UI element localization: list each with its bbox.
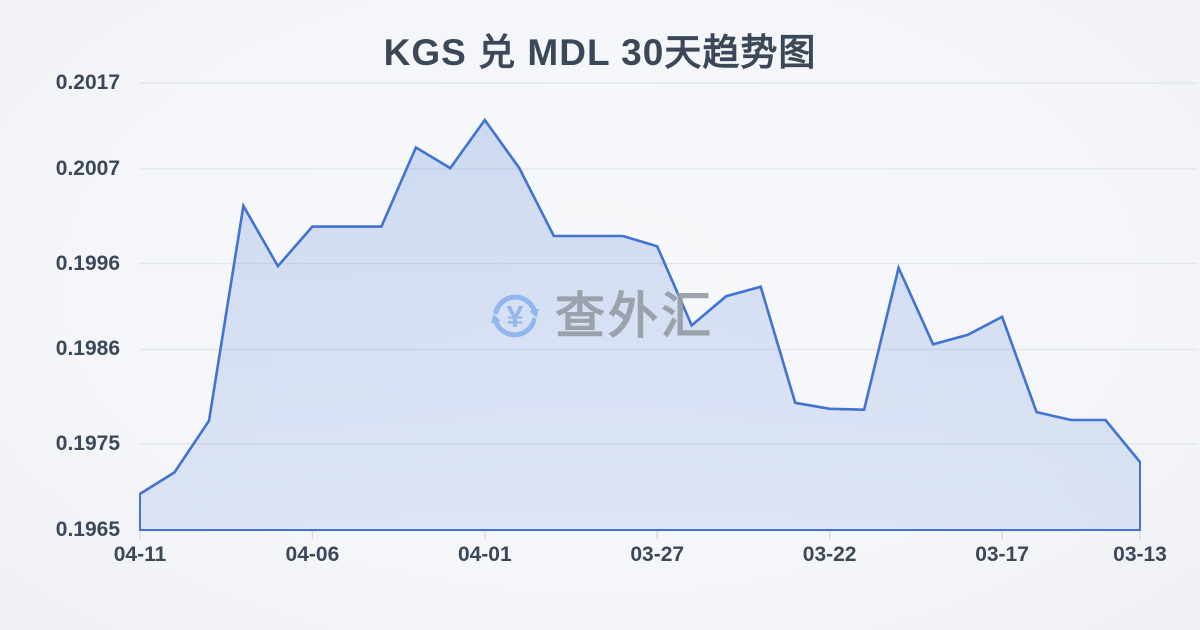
chart-title: KGS 兑 MDL 30天趋势图 [383, 32, 817, 73]
area-fill [139, 118, 1141, 531]
trend-line [139, 117, 1142, 496]
y-axis-label: 0.1965 [55, 518, 120, 541]
x-axis-label: 04-06 [285, 543, 340, 566]
x-axis-label: 03-27 [630, 543, 685, 566]
x-axis-label: 03-13 [1113, 543, 1167, 566]
y-axis-label: 0.1975 [55, 432, 120, 456]
y-axis-label: 0.2017 [55, 71, 120, 94]
x-axis-label: 04-11 [113, 543, 167, 566]
y-axis-label: 0.1996 [55, 251, 120, 275]
y-axis-label: 0.2007 [55, 156, 120, 180]
y-axis-label: 0.1986 [55, 337, 120, 361]
x-axis-label: 03-17 [975, 543, 1029, 566]
x-axis-label: 03-22 [802, 543, 857, 566]
x-axis-label: 04-01 [457, 543, 512, 566]
